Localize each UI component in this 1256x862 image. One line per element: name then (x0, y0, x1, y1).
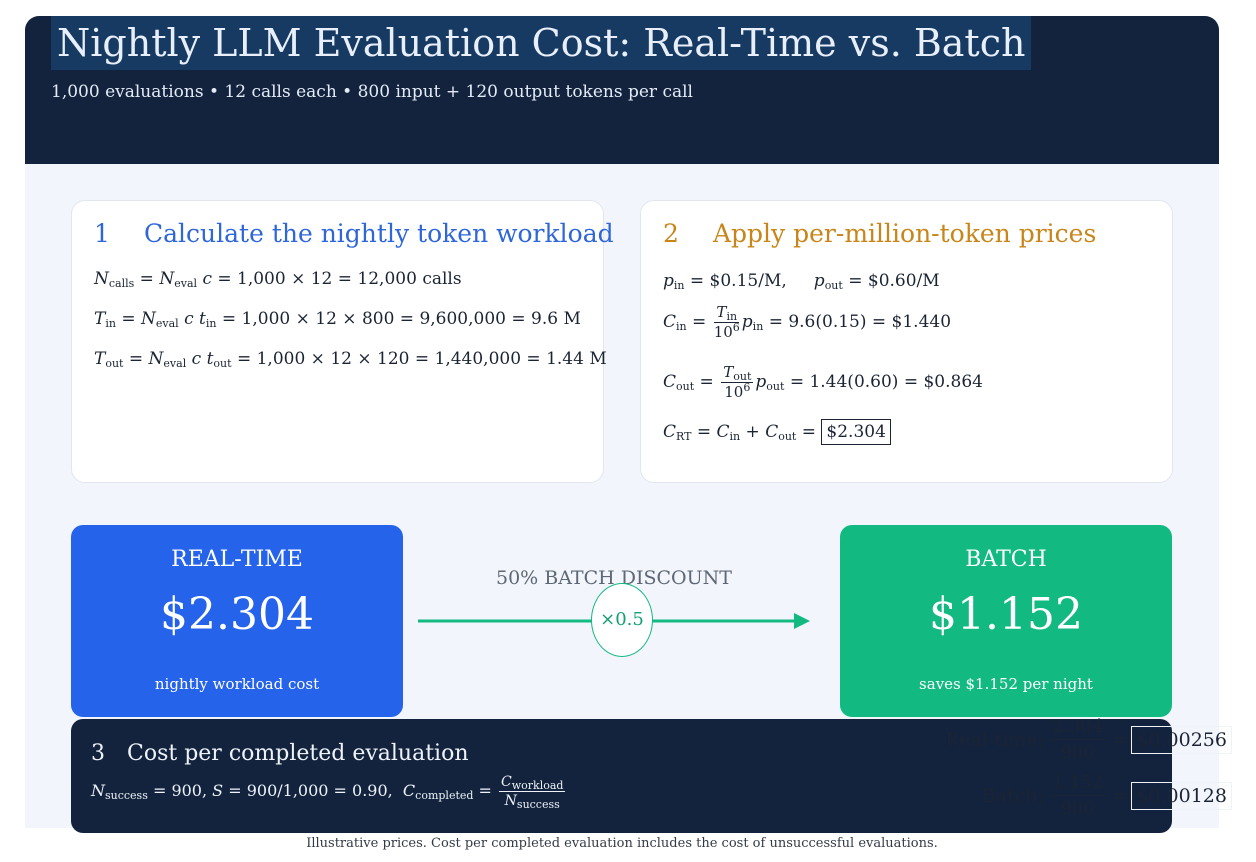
arrow-head (794, 613, 810, 629)
step1-tin-rhs: = 1,000 × 12 × 800 = 9,600,000 = 9.6 M (221, 309, 581, 329)
step2-cin-rhs: = 9.6(0.15) = $1.440 (768, 312, 952, 332)
step1-card: 1 Calculate the nightly token workload Nc… (71, 200, 614, 483)
step1-calls-equation: Ncalls = Neval c = 1,000 × 12 = 12,000 c… (94, 269, 462, 290)
step3-heading: 3 Cost per completed evaluation (91, 741, 469, 766)
batch-label: BATCH (965, 547, 1047, 572)
step1-calls-rhs: = 1,000 × 12 = 12,000 calls (217, 269, 462, 289)
batch-value: $1.152 (929, 589, 1083, 640)
step2-cout-equation: Cout = Tout 106 pout = 1.44(0.60) = $0.864 (663, 363, 983, 401)
discount-label: 50% BATCH DISCOUNT (496, 567, 732, 589)
step1-heading: 1 Calculate the nightly token workload (94, 219, 614, 248)
realtime-value: $2.304 (160, 589, 314, 640)
step1-tout-equation: Tout = Neval c tout = 1,000 × 12 × 120 =… (94, 349, 607, 370)
step2-price-equation: pin = $0.15/M, pout = $0.60/M (663, 271, 940, 292)
step2-total-box: $2.304 (821, 419, 891, 445)
step3-title: Cost per completed evaluation (127, 741, 469, 766)
step3-panel: 3 Cost per completed evaluation Nsuccess … (71, 719, 1172, 833)
step1-title: Calculate the nightly token workload (144, 219, 614, 248)
step2-pout: = $0.60/M (848, 271, 940, 291)
step1-tin-equation: Tin = Neval c tin = 1,000 × 12 × 800 = 9… (94, 309, 581, 330)
step1-number: 1 (94, 219, 110, 248)
step2-cin-equation: Cin = Tin 106 pin = 9.6(0.15) = $1.440 (663, 303, 952, 341)
batch-note: saves $1.152 per night (919, 675, 1093, 693)
realtime-per-eval-numerator: 2.304 (1049, 716, 1106, 740)
realtime-per-eval-denominator: 900 (1060, 742, 1095, 763)
page-title: Nightly LLM Evaluation Cost: Real-Time v… (51, 16, 1032, 70)
step2-title: Apply per-million-token prices (713, 219, 1097, 248)
step2-heading: 2 Apply per-million-token prices (663, 219, 1096, 248)
batch-per-eval-result: $0.00128 (1131, 781, 1232, 810)
step3-nsuccess: = 900, (152, 781, 208, 800)
step2-cout-rhs: = 1.44(0.60) = $0.864 (789, 372, 983, 392)
footnote: Illustrative prices. Cost per completed … (306, 836, 938, 851)
batch-per-eval-numerator: 1.152 (1049, 772, 1106, 796)
step3-equation: Nsuccess = 900, S = 900/1,000 = 0.90, Cc… (91, 774, 566, 811)
batch-per-eval-denominator: 900 (1060, 798, 1095, 819)
batch-tile: BATCH $1.152 saves $1.152 per night (840, 525, 1172, 717)
realtime-per-eval-result: $0.00256 (1131, 725, 1232, 754)
step1-tout-rhs: = 1,000 × 12 × 120 = 1,440,000 = 1.44 M (236, 349, 607, 369)
step2-total-equation: CRT = Cin + Cout = $2.304 (663, 419, 891, 445)
step2-card: 2 Apply per-million-token prices pin = $0… (640, 200, 1173, 483)
step3-number: 3 (91, 741, 105, 766)
step2-pin: = $0.15/M, (689, 271, 787, 291)
discount-multiplier: ×0.5 (591, 583, 653, 657)
realtime-note: nightly workload cost (154, 675, 320, 693)
batch-per-eval: Batch: 1.152 900 = $0.00128 (982, 772, 1232, 819)
page-subtitle: 1,000 evaluations • 12 calls each • 800 … (51, 82, 693, 102)
realtime-per-eval: Real-time: 2.304 900 = $0.00256 (945, 716, 1232, 763)
step2-number: 2 (663, 219, 679, 248)
realtime-tile: REAL-TIME $2.304 nightly workload cost (71, 525, 403, 717)
realtime-label: REAL-TIME (171, 547, 303, 572)
batch-per-eval-label: Batch: (981, 784, 1044, 807)
step3-s-value: = 900/1,000 = 0.90, (228, 781, 393, 800)
realtime-per-eval-label: Real-time: (945, 728, 1044, 751)
